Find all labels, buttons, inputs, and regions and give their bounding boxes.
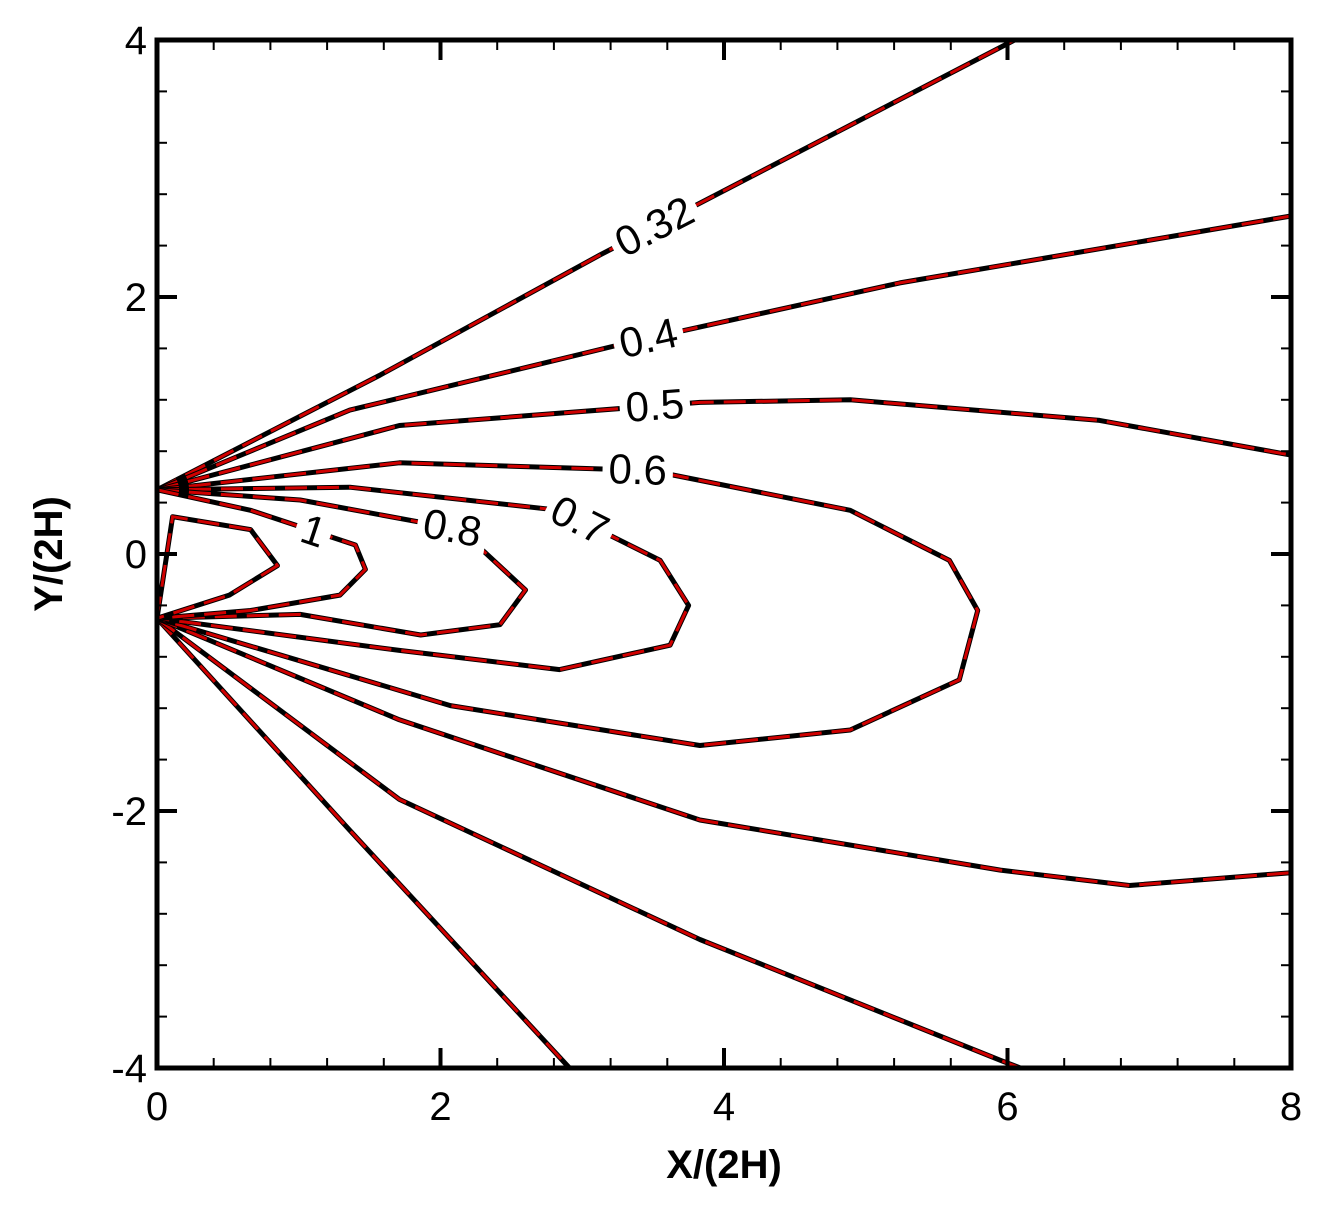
y-tick-label: -2 <box>111 790 147 834</box>
contour-label-group: 0.8 <box>414 499 491 556</box>
y-tick-label: 4 <box>125 19 147 63</box>
contour-label-group: 0.7 <box>539 486 621 554</box>
contour-label-bg <box>414 502 491 555</box>
contour-line-dashed <box>156 488 368 620</box>
contour-label: 0.5 <box>624 380 686 431</box>
y-tick-label: -4 <box>111 1047 147 1091</box>
contour-line-dashed <box>156 485 691 672</box>
contour-label: 0.8 <box>419 499 485 556</box>
contour-label-bg <box>601 449 674 492</box>
contour-label-bg <box>603 187 706 267</box>
contour-line-dashed <box>156 398 1292 888</box>
contour-line-dashed <box>155 38 1016 1070</box>
x-tick-label: 6 <box>996 1085 1018 1129</box>
y-axis-label: Y/(2H) <box>27 496 71 612</box>
y-tick-label: 2 <box>125 276 147 320</box>
contour-label-bg <box>539 486 621 554</box>
contour-label-bg <box>618 383 692 429</box>
x-axis-label: X/(2H) <box>666 1143 782 1187</box>
contour-line-dashed <box>155 514 280 620</box>
contour-line-dashed <box>156 488 528 637</box>
contour-label-bg <box>290 506 337 556</box>
x-tick-label: 2 <box>429 1085 451 1129</box>
contour-label-group: 0.5 <box>618 380 692 431</box>
x-tick-label: 4 <box>713 1085 735 1129</box>
x-tick-label: 0 <box>146 1085 168 1129</box>
y-tick-label: 0 <box>125 533 147 577</box>
contour-label: 0.4 <box>615 309 682 367</box>
contour-label-group: 0.6 <box>601 445 674 494</box>
plot-frame <box>154 37 1294 1071</box>
contour-line <box>155 37 1016 1070</box>
contour-line <box>156 487 368 621</box>
x-tick-label: 8 <box>1280 1085 1302 1129</box>
contour-label-group: 1 <box>290 505 337 557</box>
contour-line <box>154 514 280 621</box>
contour-label-bg <box>609 311 688 366</box>
contour-label-group: 0.32 <box>603 187 706 267</box>
contour-label-group: 0.4 <box>609 309 688 367</box>
contour-line-dashed <box>156 461 980 748</box>
contour-label: 0.6 <box>608 445 668 494</box>
